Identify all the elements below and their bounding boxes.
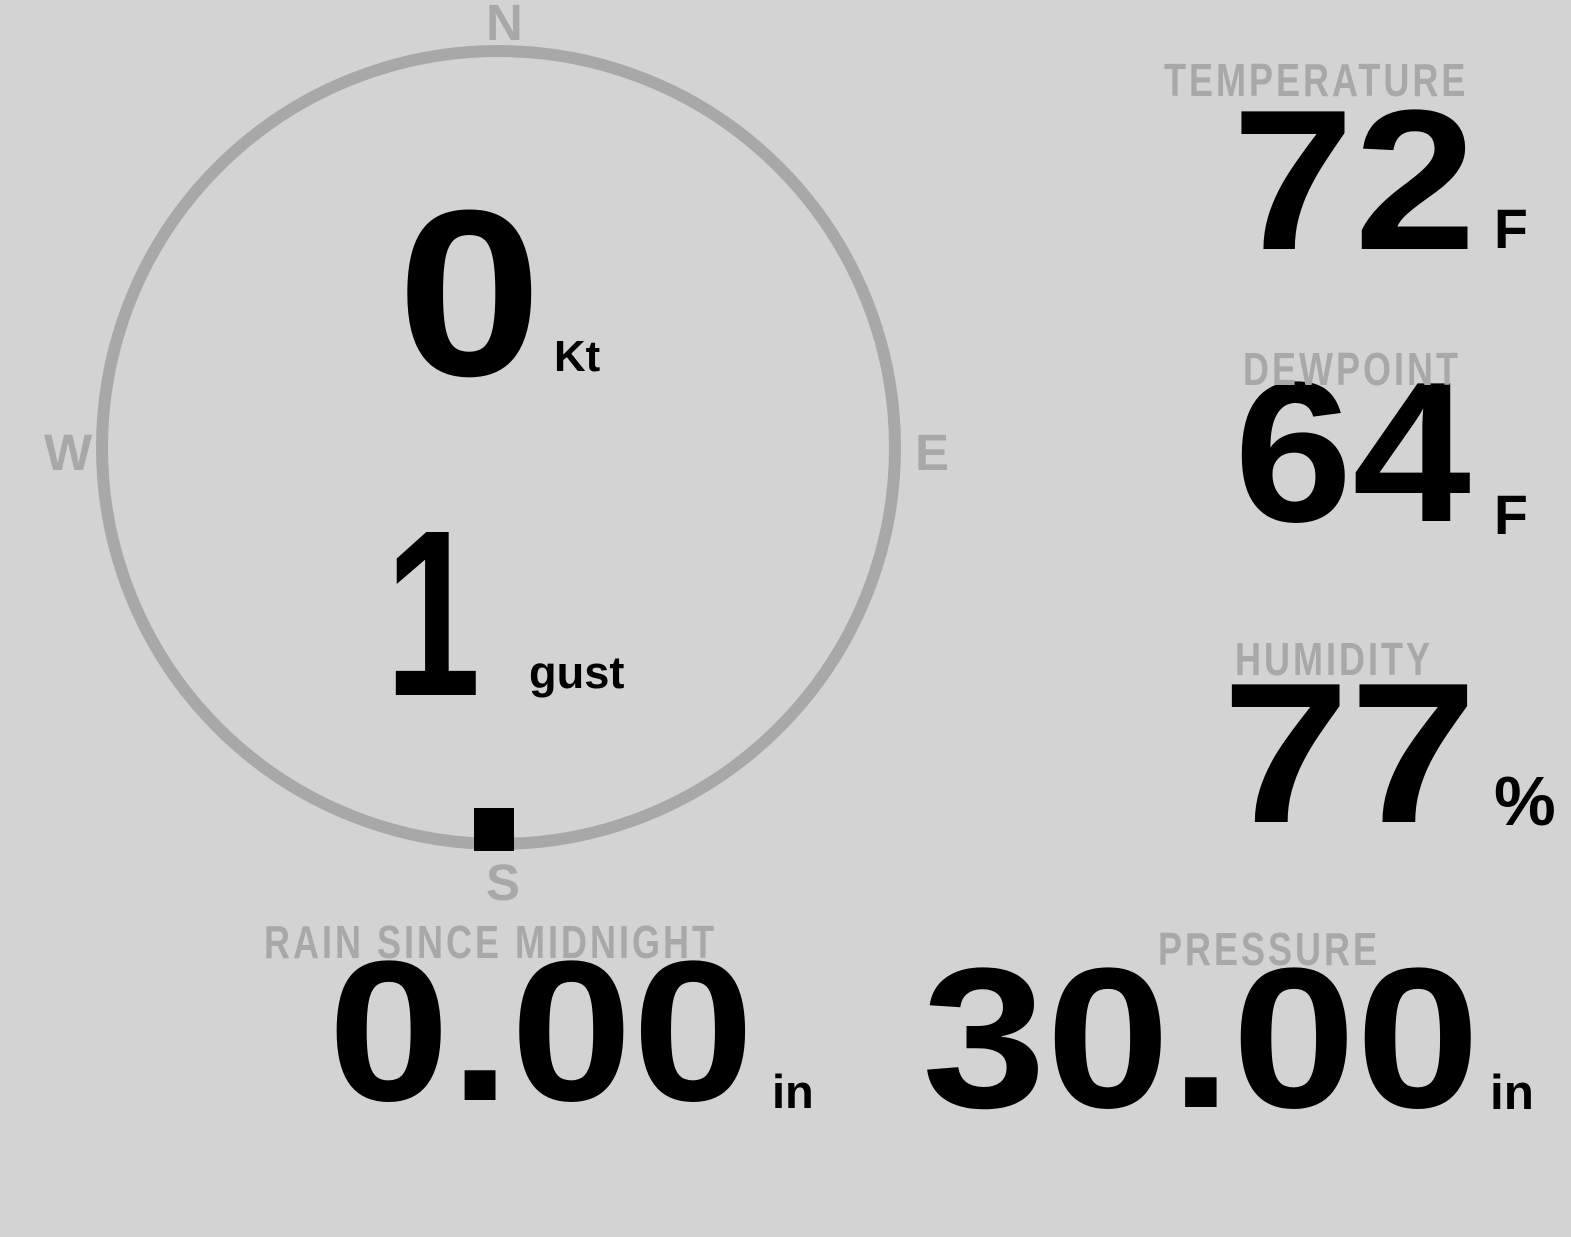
svg-text:0: 0: [397, 161, 542, 426]
svg-text:1: 1: [385, 481, 481, 746]
